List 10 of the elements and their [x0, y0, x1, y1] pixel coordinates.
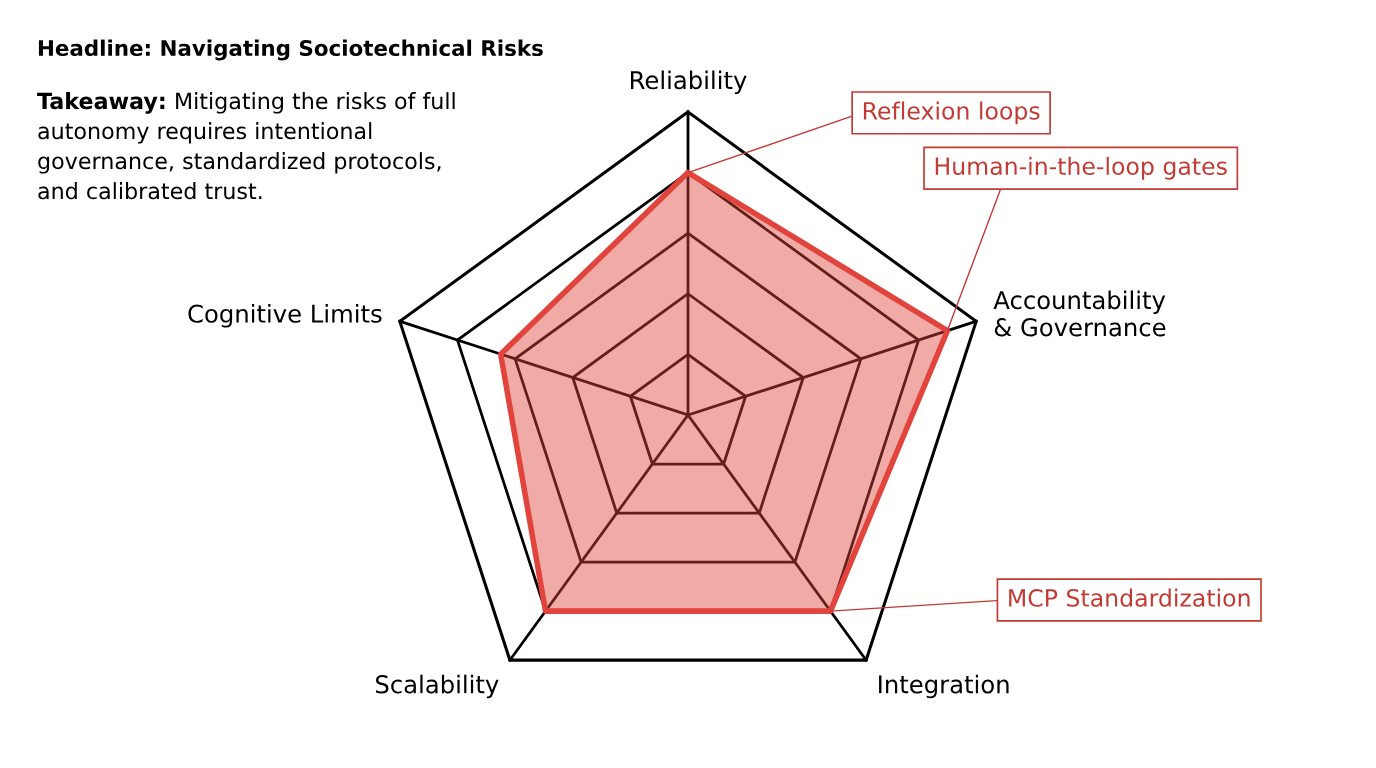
chart-title: Headline: Navigating Sociotechnical Risks: [38, 39, 543, 61]
text: Takeaway: Mitigating the risks of full autonomy requires intentional governance, standardized protocols, and calibrated trust.: [37, 92, 455, 200]
text: Human-in-the-loop gates: [935, 156, 1227, 180]
spoke-label: Cognitive Limits: [188, 304, 382, 328]
spoke-label: Integration: [879, 674, 1009, 699]
text: MCP Standardization: [1009, 588, 1250, 607]
spoke-label: Reliability: [631, 70, 747, 94]
text: Reflexion loops: [863, 101, 1040, 125]
spoke-label: Scalability: [375, 674, 499, 699]
spoke-label: Accountability & Governance: [993, 290, 1166, 337]
